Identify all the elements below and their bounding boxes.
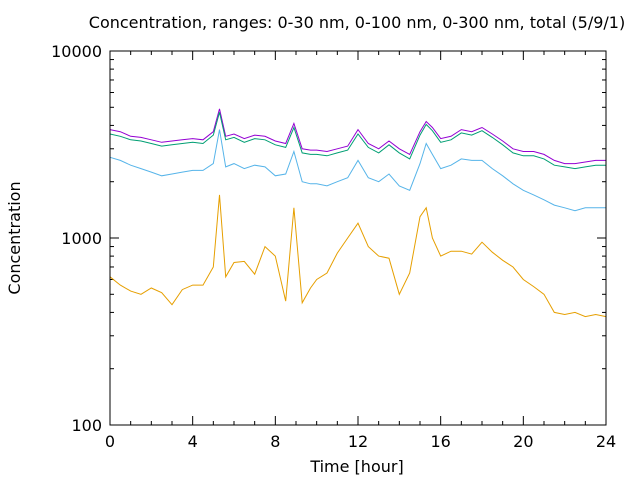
x-tick-label: 0	[105, 432, 115, 451]
x-tick-label: 20	[513, 432, 533, 451]
x-tick-label: 16	[430, 432, 450, 451]
chart-title: Concentration, ranges: 0-30 nm, 0-100 nm…	[89, 13, 625, 32]
x-tick-label: 4	[188, 432, 198, 451]
x-axis-label: Time [hour]	[309, 457, 403, 476]
y-tick-label: 1000	[61, 229, 102, 248]
series-line-3	[109, 129, 606, 212]
x-tick-label: 8	[270, 432, 280, 451]
y-tick-label: 100	[71, 416, 102, 435]
series-layer	[109, 108, 607, 318]
plot-frame	[109, 50, 607, 426]
y-tick-label: 10000	[51, 42, 102, 61]
series-line-2	[109, 112, 606, 170]
axis-ticks: 0 4 8 12 16 20 24 100 1000 10000	[51, 42, 616, 451]
series-line-4	[109, 194, 607, 318]
x-tick-label: 24	[596, 432, 616, 451]
series-line-1	[109, 108, 606, 165]
y-axis-label: Concentration	[5, 181, 24, 294]
x-tick-label: 12	[348, 432, 368, 451]
